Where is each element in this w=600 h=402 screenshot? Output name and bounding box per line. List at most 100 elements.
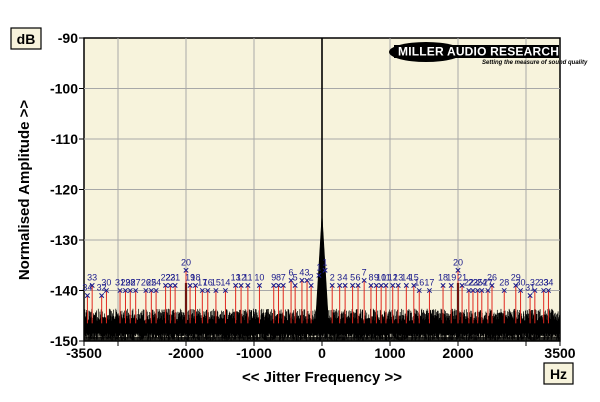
y-unit-box: dB (10, 27, 42, 50)
harmonic-label: 15 (211, 278, 221, 288)
harmonic-label: 10 (376, 272, 386, 282)
harmonic-marker (103, 287, 109, 294)
brand-logo: MILLER AUDIO RESEARCH Setting the measur… (389, 42, 588, 66)
harmonic-label: 28 (125, 278, 135, 288)
harmonic-marker (475, 287, 481, 294)
harmonic-label: 12 (388, 272, 398, 282)
harmonic-label: 32 (530, 278, 540, 288)
harmonic-marker (127, 287, 133, 294)
y-tick-labels: -90 -100 -110 -120 -130 -140 -150 (50, 30, 84, 349)
x-unit-label: Hz (550, 366, 567, 382)
harmonic-marker (342, 282, 348, 289)
harmonic-marker (355, 282, 361, 289)
harmonic-marker (256, 282, 262, 289)
y-tick-label: -100 (50, 81, 78, 97)
harmonic-marker (361, 277, 367, 283)
harmonic-marker (304, 277, 310, 283)
harmonic-marker (299, 277, 305, 283)
harmonic-marker (183, 267, 189, 273)
harmonic-label: 19 (185, 272, 195, 282)
harmonic-marker (448, 282, 454, 289)
harmonic-label: 23 (165, 272, 175, 282)
harmonic-marker (489, 282, 495, 289)
x-tick-labels: -3500 -2000 -1000 0 1000 2000 3500 (66, 341, 576, 361)
harmonic-marker (143, 287, 149, 294)
harmonic-label: 18 (438, 272, 448, 282)
x-tick-label: -1000 (236, 345, 272, 361)
harmonic-label: 20 (453, 257, 463, 267)
harmonic-label: 5 (350, 272, 355, 282)
harmonic-label: 27 (131, 278, 141, 288)
harmonic-marker (133, 287, 139, 294)
harmonic-marker (245, 282, 251, 289)
harmonic-marker (148, 287, 154, 294)
harmonic-label: 25 (473, 278, 483, 288)
harmonic-marker (541, 287, 547, 294)
harmonic-label: 31 (115, 278, 125, 288)
y-tick-label: -110 (51, 131, 78, 147)
harmonic-marker (288, 277, 294, 283)
harmonic-label: 33 (539, 278, 549, 288)
harmonic-marker (192, 282, 199, 289)
noise-floor-base (84, 336, 560, 341)
harmonic-marker (383, 282, 389, 289)
harmonic-label: 7 (362, 267, 367, 277)
harmonic-label: 21 (457, 272, 467, 282)
harmonic-marker (479, 287, 485, 294)
harmonic-label: 9 (374, 272, 379, 282)
harmonic-marker (501, 287, 507, 294)
harmonic-marker (199, 287, 205, 294)
x-tick-label: 3500 (544, 345, 575, 361)
harmonic-marker (532, 287, 538, 294)
harmonic-label: 34 (82, 283, 92, 293)
harmonic-label: 18 (191, 272, 201, 282)
harmonic-label: 4 (299, 267, 304, 277)
harmonic-label: 22 (161, 272, 171, 282)
harmonic-marker (308, 282, 314, 289)
harmonic-marker (172, 282, 178, 289)
harmonic-label: 17 (424, 278, 434, 288)
harmonic-label: 2 (330, 272, 335, 282)
harmonic-marker (470, 287, 476, 294)
x-unit-box: Hz (543, 362, 574, 385)
harmonic-label: 5 (293, 272, 298, 282)
y-tick-label: -120 (50, 182, 78, 198)
harmonic-marker (213, 287, 219, 294)
harmonic-marker (275, 282, 282, 289)
harmonic-label: 28 (499, 278, 509, 288)
harmonic-marker (373, 282, 379, 289)
x-tick-label: 0 (318, 345, 326, 361)
harmonic-marker (163, 282, 169, 289)
harmonic-label: 26 (487, 272, 497, 282)
y-axis-title: Normalised Amplitude >> (16, 100, 33, 281)
harmonic-label: 31 (525, 283, 535, 293)
harmonic-markers: 1234567891011121314151617181920212223242… (82, 257, 553, 299)
harmonic-label: 20 (181, 257, 191, 267)
harmonic-marker (368, 282, 374, 289)
harmonic-marker (378, 282, 384, 289)
harmonic-marker (329, 282, 335, 289)
harmonic-marker (466, 287, 472, 294)
harmonic-marker (316, 272, 322, 278)
harmonic-label: 6 (356, 272, 361, 282)
harmonic-label: 11 (243, 272, 252, 282)
harmonic-label: 30 (516, 278, 526, 288)
harmonic-label: 32 (97, 283, 107, 293)
harmonic-marker (233, 282, 239, 289)
y-unit-label: dB (17, 31, 36, 47)
harmonic-label: 8 (276, 272, 281, 282)
harmonic-label: 29 (120, 278, 130, 288)
harmonic-marker (513, 282, 519, 289)
harmonic-label: 16 (203, 278, 213, 288)
harmonic-marker (117, 287, 123, 294)
x-tick-label: 2000 (442, 345, 473, 361)
harmonic-label: 8 (368, 272, 373, 282)
y-tick-label: -140 (50, 283, 78, 299)
harmonic-marker (440, 282, 446, 289)
harmonic-marker (426, 287, 432, 294)
harmonic-label: 26 (141, 278, 151, 288)
harmonic-marker (337, 282, 343, 289)
harmonic-marker (416, 287, 422, 294)
x-tick-label: -3500 (66, 345, 102, 361)
